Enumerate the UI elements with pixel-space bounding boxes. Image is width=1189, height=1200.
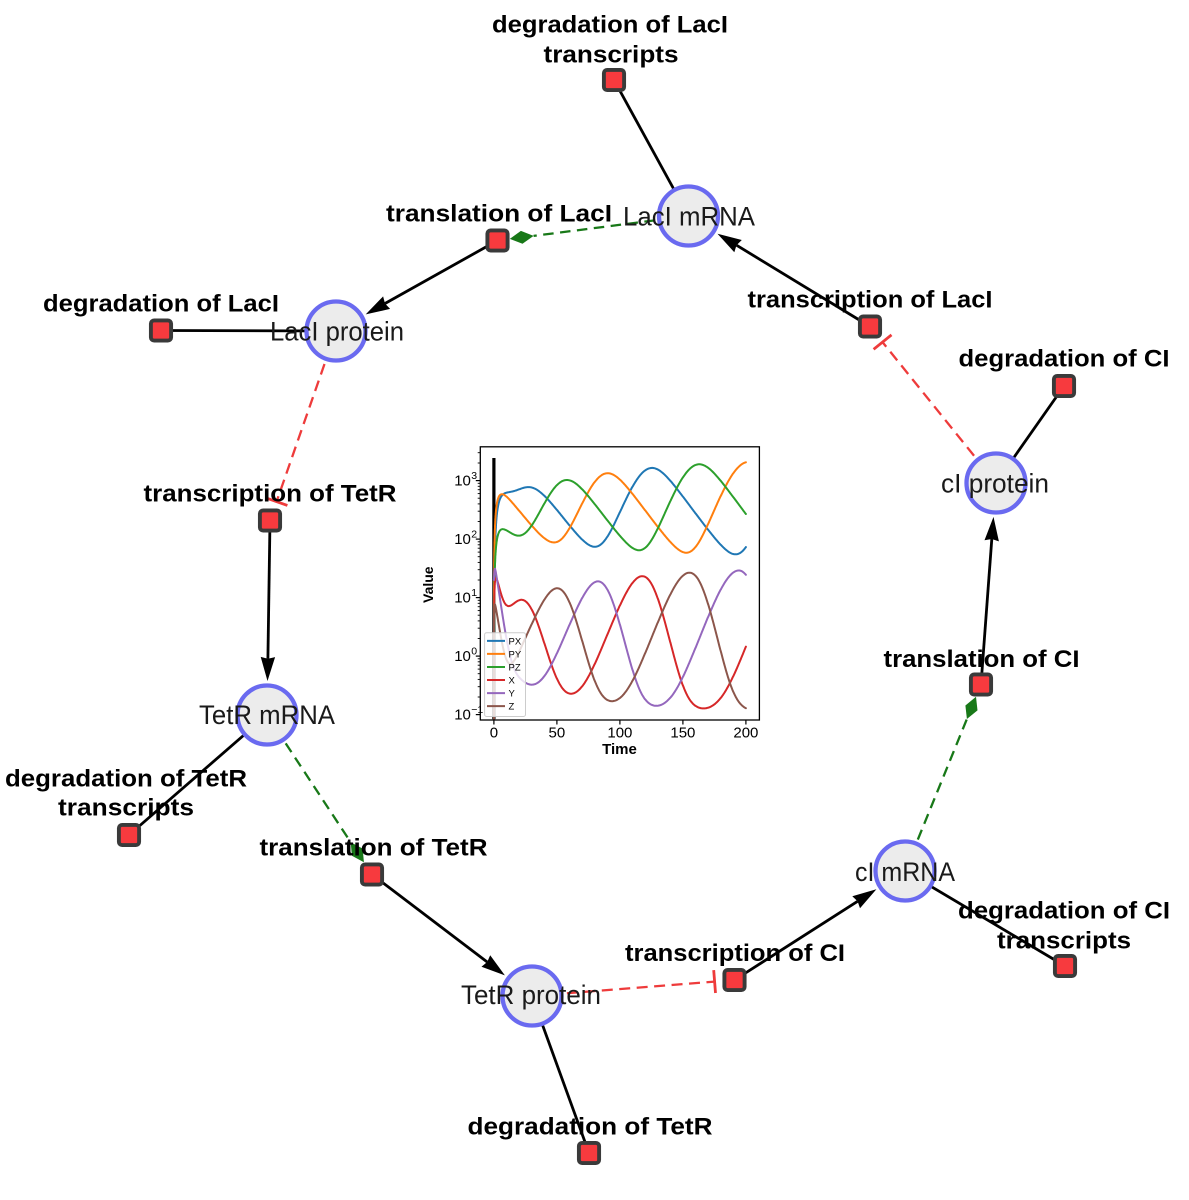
svg-text:Y: Y	[509, 689, 516, 700]
svg-text:10: 10	[454, 590, 471, 607]
svg-text:50: 50	[549, 725, 566, 742]
svg-text:PY: PY	[509, 649, 522, 660]
svg-text:LacI protein: LacI protein	[270, 316, 404, 346]
svg-text:10: 10	[454, 473, 471, 490]
svg-text:PX: PX	[509, 636, 522, 647]
svg-text:−1: −1	[471, 704, 483, 716]
svg-text:150: 150	[670, 725, 695, 742]
svg-text:0: 0	[490, 725, 498, 742]
svg-text:transcription of LacI: transcription of LacI	[748, 287, 993, 314]
svg-text:degradation of LacI: degradation of LacI	[43, 291, 279, 318]
svg-text:TetR mRNA: TetR mRNA	[199, 700, 335, 730]
svg-text:transcripts: transcripts	[58, 795, 194, 822]
svg-text:10: 10	[454, 531, 471, 548]
svg-text:transcripts: transcripts	[997, 928, 1131, 955]
svg-text:10: 10	[454, 648, 471, 665]
svg-text:degradation of CI: degradation of CI	[959, 346, 1170, 373]
svg-text:translation of LacI: translation of LacI	[386, 201, 612, 228]
svg-text:TetR protein: TetR protein	[461, 980, 601, 1010]
svg-text:1: 1	[471, 587, 477, 599]
svg-text:3: 3	[471, 470, 477, 482]
svg-text:0: 0	[471, 646, 477, 658]
svg-text:2: 2	[471, 529, 477, 541]
svg-text:100: 100	[607, 725, 632, 742]
svg-text:transcription of TetR: transcription of TetR	[144, 481, 397, 508]
svg-text:PZ: PZ	[509, 662, 521, 673]
svg-text:transcripts: transcripts	[544, 42, 679, 69]
svg-text:Value: Value	[420, 566, 436, 603]
svg-text:degradation of LacI: degradation of LacI	[492, 12, 728, 39]
svg-text:degradation of TetR: degradation of TetR	[468, 1114, 713, 1141]
svg-text:cI mRNA: cI mRNA	[855, 857, 955, 887]
svg-text:degradation of CI: degradation of CI	[958, 898, 1170, 925]
svg-text:Z: Z	[509, 702, 515, 713]
svg-text:translation of CI: translation of CI	[884, 646, 1080, 673]
svg-text:Time: Time	[602, 741, 637, 758]
svg-text:degradation of TetR: degradation of TetR	[5, 766, 247, 793]
svg-text:translation of TetR: translation of TetR	[260, 835, 488, 862]
svg-text:cI protein: cI protein	[941, 468, 1049, 498]
svg-text:200: 200	[733, 725, 758, 742]
svg-text:10: 10	[454, 707, 471, 724]
svg-text:LacI mRNA: LacI mRNA	[623, 201, 755, 231]
svg-text:X: X	[509, 675, 516, 686]
svg-text:transcription of CI: transcription of CI	[625, 940, 845, 967]
